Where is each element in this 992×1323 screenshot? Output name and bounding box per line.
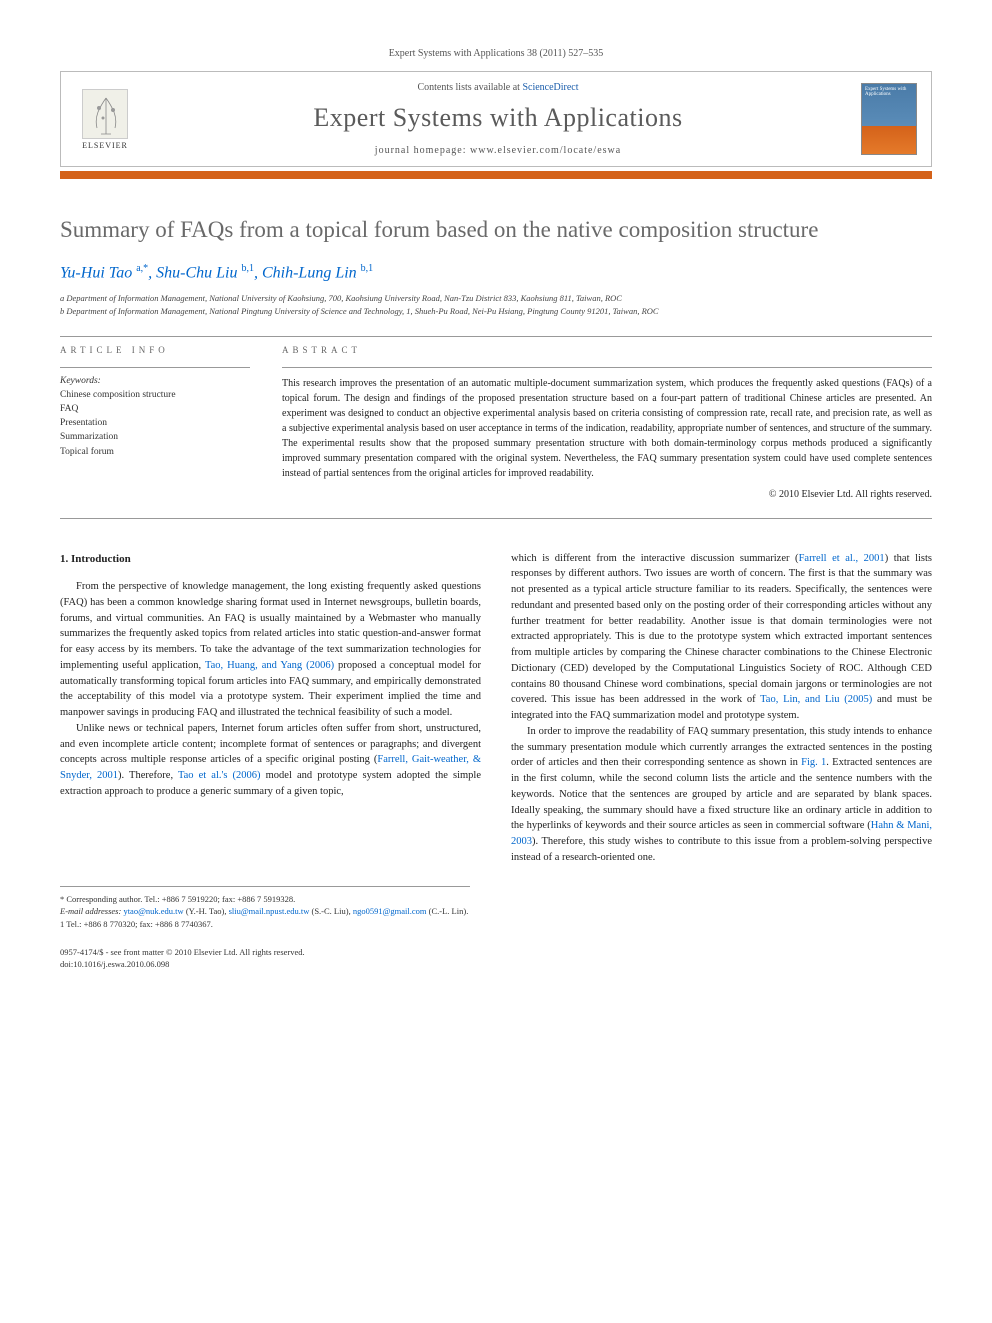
keyword: Chinese composition structure [60, 388, 250, 402]
body-column-left: 1. Introduction From the perspective of … [60, 551, 481, 866]
affiliations: a Department of Information Management, … [60, 292, 932, 318]
text-run: (C.-L. Lin). [427, 906, 469, 916]
intro-paragraph-4: In order to improve the readability of F… [511, 724, 932, 866]
journal-homepage: journal homepage: www.elsevier.com/locat… [151, 145, 845, 156]
article-title: Summary of FAQs from a topical forum bas… [60, 215, 932, 245]
divider [282, 367, 932, 368]
corresponding-author-note: * Corresponding author. Tel.: +886 7 591… [60, 893, 470, 906]
text-run: From the perspective of knowledge manage… [60, 581, 481, 671]
text-run: (S.-C. Liu), [309, 906, 352, 916]
citation-link[interactable]: Farrell et al., 2001 [799, 553, 885, 564]
journal-reference: Expert Systems with Applications 38 (201… [60, 48, 932, 59]
divider [60, 367, 250, 368]
abstract-column: ABSTRACT This research improves the pres… [282, 345, 932, 500]
abstract-text: This research improves the presentation … [282, 376, 932, 481]
email-link[interactable]: ytao@nuk.edu.tw [123, 906, 183, 916]
divider [60, 336, 932, 337]
article-info-column: ARTICLE INFO Keywords: Chinese compositi… [60, 345, 250, 500]
email-link[interactable]: ngo0591@gmail.com [353, 906, 427, 916]
doi-line: doi:10.1016/j.eswa.2010.06.098 [60, 959, 932, 971]
keyword: FAQ [60, 402, 250, 416]
text-run: . Extracted sentences are in the first c… [511, 757, 932, 831]
contents-lists-line: Contents lists available at ScienceDirec… [151, 82, 845, 93]
keyword: Topical forum [60, 445, 250, 459]
footnotes: * Corresponding author. Tel.: +886 7 591… [60, 886, 470, 931]
citation-link[interactable]: Tao, Huang, and Yang (2006) [205, 660, 334, 671]
affiliation-b: b Department of Information Management, … [60, 305, 932, 318]
sciencedirect-link[interactable]: ScienceDirect [522, 82, 578, 93]
text-run: (Y.-H. Tao), [184, 906, 229, 916]
text-run: which is different from the interactive … [511, 553, 799, 564]
keyword: Summarization [60, 430, 250, 444]
article-info-heading: ARTICLE INFO [60, 345, 250, 355]
intro-paragraph-3: which is different from the interactive … [511, 551, 932, 724]
cover-title: Expert Systems with Applications [865, 87, 913, 97]
orange-divider-bar [60, 171, 932, 179]
divider [60, 518, 932, 519]
figure-link[interactable]: Fig. 1 [801, 757, 826, 768]
abstract-copyright: © 2010 Elsevier Ltd. All rights reserved… [282, 489, 932, 500]
email-addresses-line: E-mail addresses: ytao@nuk.edu.tw (Y.-H.… [60, 905, 470, 918]
text-run: ). Therefore, [118, 770, 178, 781]
emails-label: E-mail addresses: [60, 906, 121, 916]
elsevier-tree-icon [82, 89, 128, 139]
section-heading-1: 1. Introduction [60, 551, 481, 568]
front-matter-line: 0957-4174/$ - see front matter © 2010 El… [60, 947, 932, 959]
elsevier-logo: ELSEVIER [75, 84, 135, 154]
citation-link[interactable]: Tao, Lin, and Liu (2005) [760, 694, 872, 705]
text-run: ). Therefore, this study wishes to contr… [511, 836, 932, 863]
journal-cover-thumbnail: Expert Systems with Applications [861, 83, 917, 155]
text-run: ) that lists responses by different auth… [511, 553, 932, 706]
keyword: Presentation [60, 416, 250, 430]
journal-title: Expert Systems with Applications [151, 103, 845, 133]
footer-meta: 0957-4174/$ - see front matter © 2010 El… [60, 947, 932, 971]
email-link[interactable]: sliu@mail.npust.edu.tw [229, 906, 310, 916]
elsevier-label: ELSEVIER [82, 141, 128, 150]
citation-link[interactable]: Tao et al.'s (2006) [178, 770, 261, 781]
journal-header: ELSEVIER Contents lists available at Sci… [60, 71, 932, 167]
authors-line: Yu-Hui Tao a,*, Shu-Chu Liu b,1, Chih-Lu… [60, 263, 932, 282]
author-tel-note: 1 Tel.: +886 8 770320; fax: +886 8 77403… [60, 918, 470, 931]
intro-paragraph-2: Unlike news or technical papers, Interne… [60, 721, 481, 800]
affiliation-a: a Department of Information Management, … [60, 292, 932, 305]
intro-paragraph-1: From the perspective of knowledge manage… [60, 579, 481, 721]
contents-prefix: Contents lists available at [417, 82, 522, 93]
body-column-right: which is different from the interactive … [511, 551, 932, 866]
keywords-label: Keywords: [60, 376, 250, 386]
abstract-heading: ABSTRACT [282, 345, 932, 355]
